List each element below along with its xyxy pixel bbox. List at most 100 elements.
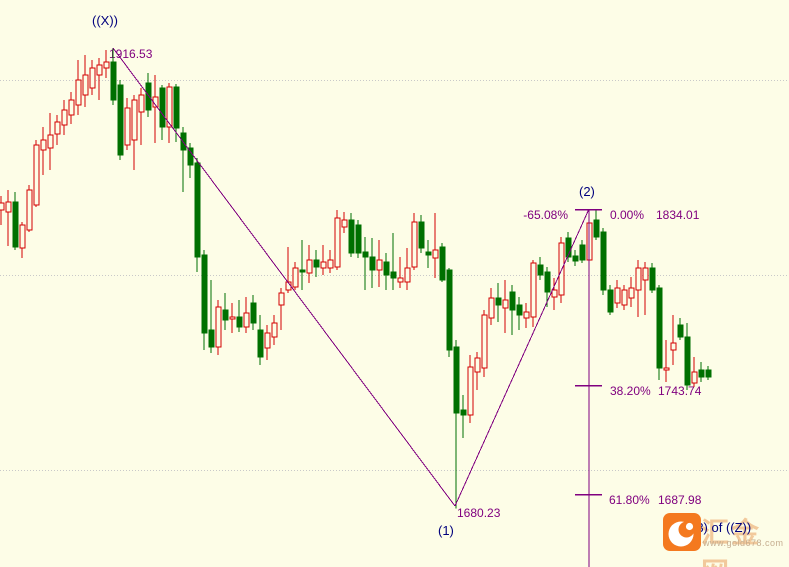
candle-bull <box>411 221 418 268</box>
candle-bull <box>327 259 334 269</box>
candle-bull <box>89 67 96 89</box>
candle-bear <box>299 269 306 273</box>
fib-38-price-label: 1743.74 <box>658 384 702 398</box>
watermark-logo-icon <box>663 513 701 551</box>
candle-bear <box>705 369 712 378</box>
candle-bull <box>635 267 642 291</box>
candle-bear <box>600 231 607 291</box>
candle-bear <box>684 336 691 386</box>
wave-3-label: (3) of ((Z)) <box>692 520 752 535</box>
candle-bear <box>201 254 208 334</box>
candle-bull <box>432 249 439 259</box>
candle-bull <box>397 277 404 283</box>
candle-bear <box>649 267 656 291</box>
candle-bear <box>425 251 432 256</box>
fib-61-price-label: 1687.98 <box>658 493 702 507</box>
candle-bull <box>530 262 537 318</box>
candle-bull <box>481 314 488 369</box>
candle-bull <box>271 322 278 338</box>
candle-bull <box>166 86 173 128</box>
candle-bear <box>544 271 551 293</box>
candle-bear <box>495 297 502 306</box>
candle-bull <box>523 311 530 319</box>
fib-61-pct-label: 61.80% <box>609 493 650 507</box>
candle-bull <box>670 342 677 351</box>
candle-bear <box>145 82 152 111</box>
candle-bull <box>306 259 313 274</box>
candle-bear <box>12 201 19 248</box>
candle-bear <box>222 309 229 321</box>
candle-bull <box>320 261 327 269</box>
candle-bull <box>621 289 628 306</box>
wave-2-label: (2) <box>579 184 595 199</box>
candle-bear <box>236 316 243 328</box>
candle-bear <box>698 369 705 378</box>
candle-bull <box>124 107 131 146</box>
candle-bear <box>607 289 614 313</box>
candle-bull <box>138 94 145 113</box>
candle-bear <box>313 259 320 268</box>
candle-bear <box>369 256 376 271</box>
low-price-label: 1680.23 <box>457 506 501 520</box>
candle-bull <box>26 189 33 231</box>
candle-bear <box>187 147 194 166</box>
candle-bull <box>54 121 61 135</box>
candle-bull <box>663 367 670 371</box>
candle-bull <box>75 79 82 106</box>
candle-bear <box>446 269 453 351</box>
candle-bear <box>537 264 544 276</box>
candle-bull <box>229 316 236 320</box>
candle-bear <box>418 221 425 249</box>
candle-bull <box>243 312 250 328</box>
candle-bear <box>439 246 446 281</box>
candle-bear <box>453 346 460 414</box>
fib-38-pct-label: 38.20% <box>610 384 651 398</box>
candle-bear <box>194 162 201 258</box>
candle-bear <box>117 84 124 156</box>
candle-bull <box>334 217 341 268</box>
candle-bear <box>516 304 523 316</box>
candle-bull <box>82 74 89 96</box>
candle-bull <box>68 99 75 116</box>
candle-bull <box>691 371 698 384</box>
candle-bull <box>103 61 110 69</box>
candle-bear <box>355 224 362 254</box>
candle-bull <box>488 297 495 319</box>
wave-x-label: ((X)) <box>92 13 118 28</box>
candle-bull <box>474 357 481 373</box>
watermark-url-text: www.gold678.com <box>703 538 784 548</box>
candle-bull <box>341 219 348 228</box>
candle-bull <box>19 224 26 249</box>
fib-0-price-label: 1834.01 <box>656 208 700 222</box>
candle-bear <box>180 132 187 151</box>
watermark-brand-text: 汇金网 <box>701 517 762 567</box>
candle-bear <box>257 329 264 358</box>
candle-bull <box>264 332 271 349</box>
candle-bear <box>250 302 257 324</box>
trendline <box>112 47 456 507</box>
candle-bear <box>390 271 397 279</box>
candle-bear <box>383 261 390 276</box>
candle-bear <box>208 329 215 348</box>
candle-bull <box>0 202 5 211</box>
retrace-extra-label: -65.08% <box>523 208 568 222</box>
fib-0-pct-label: 0.00% <box>610 208 645 222</box>
candle-bear <box>579 244 586 261</box>
candle-bear <box>159 87 166 128</box>
candle-bull <box>628 287 635 299</box>
wave-1-label: (1) <box>438 523 454 538</box>
candle-bear <box>572 255 579 262</box>
candle-bull <box>61 109 68 126</box>
candle-bear <box>362 251 369 258</box>
candle-bear <box>677 324 684 338</box>
candle-bear <box>110 61 117 101</box>
candle-bull <box>33 144 40 206</box>
candle-bull <box>131 99 138 141</box>
candle-bear <box>565 237 572 258</box>
candle-bull <box>404 267 411 283</box>
